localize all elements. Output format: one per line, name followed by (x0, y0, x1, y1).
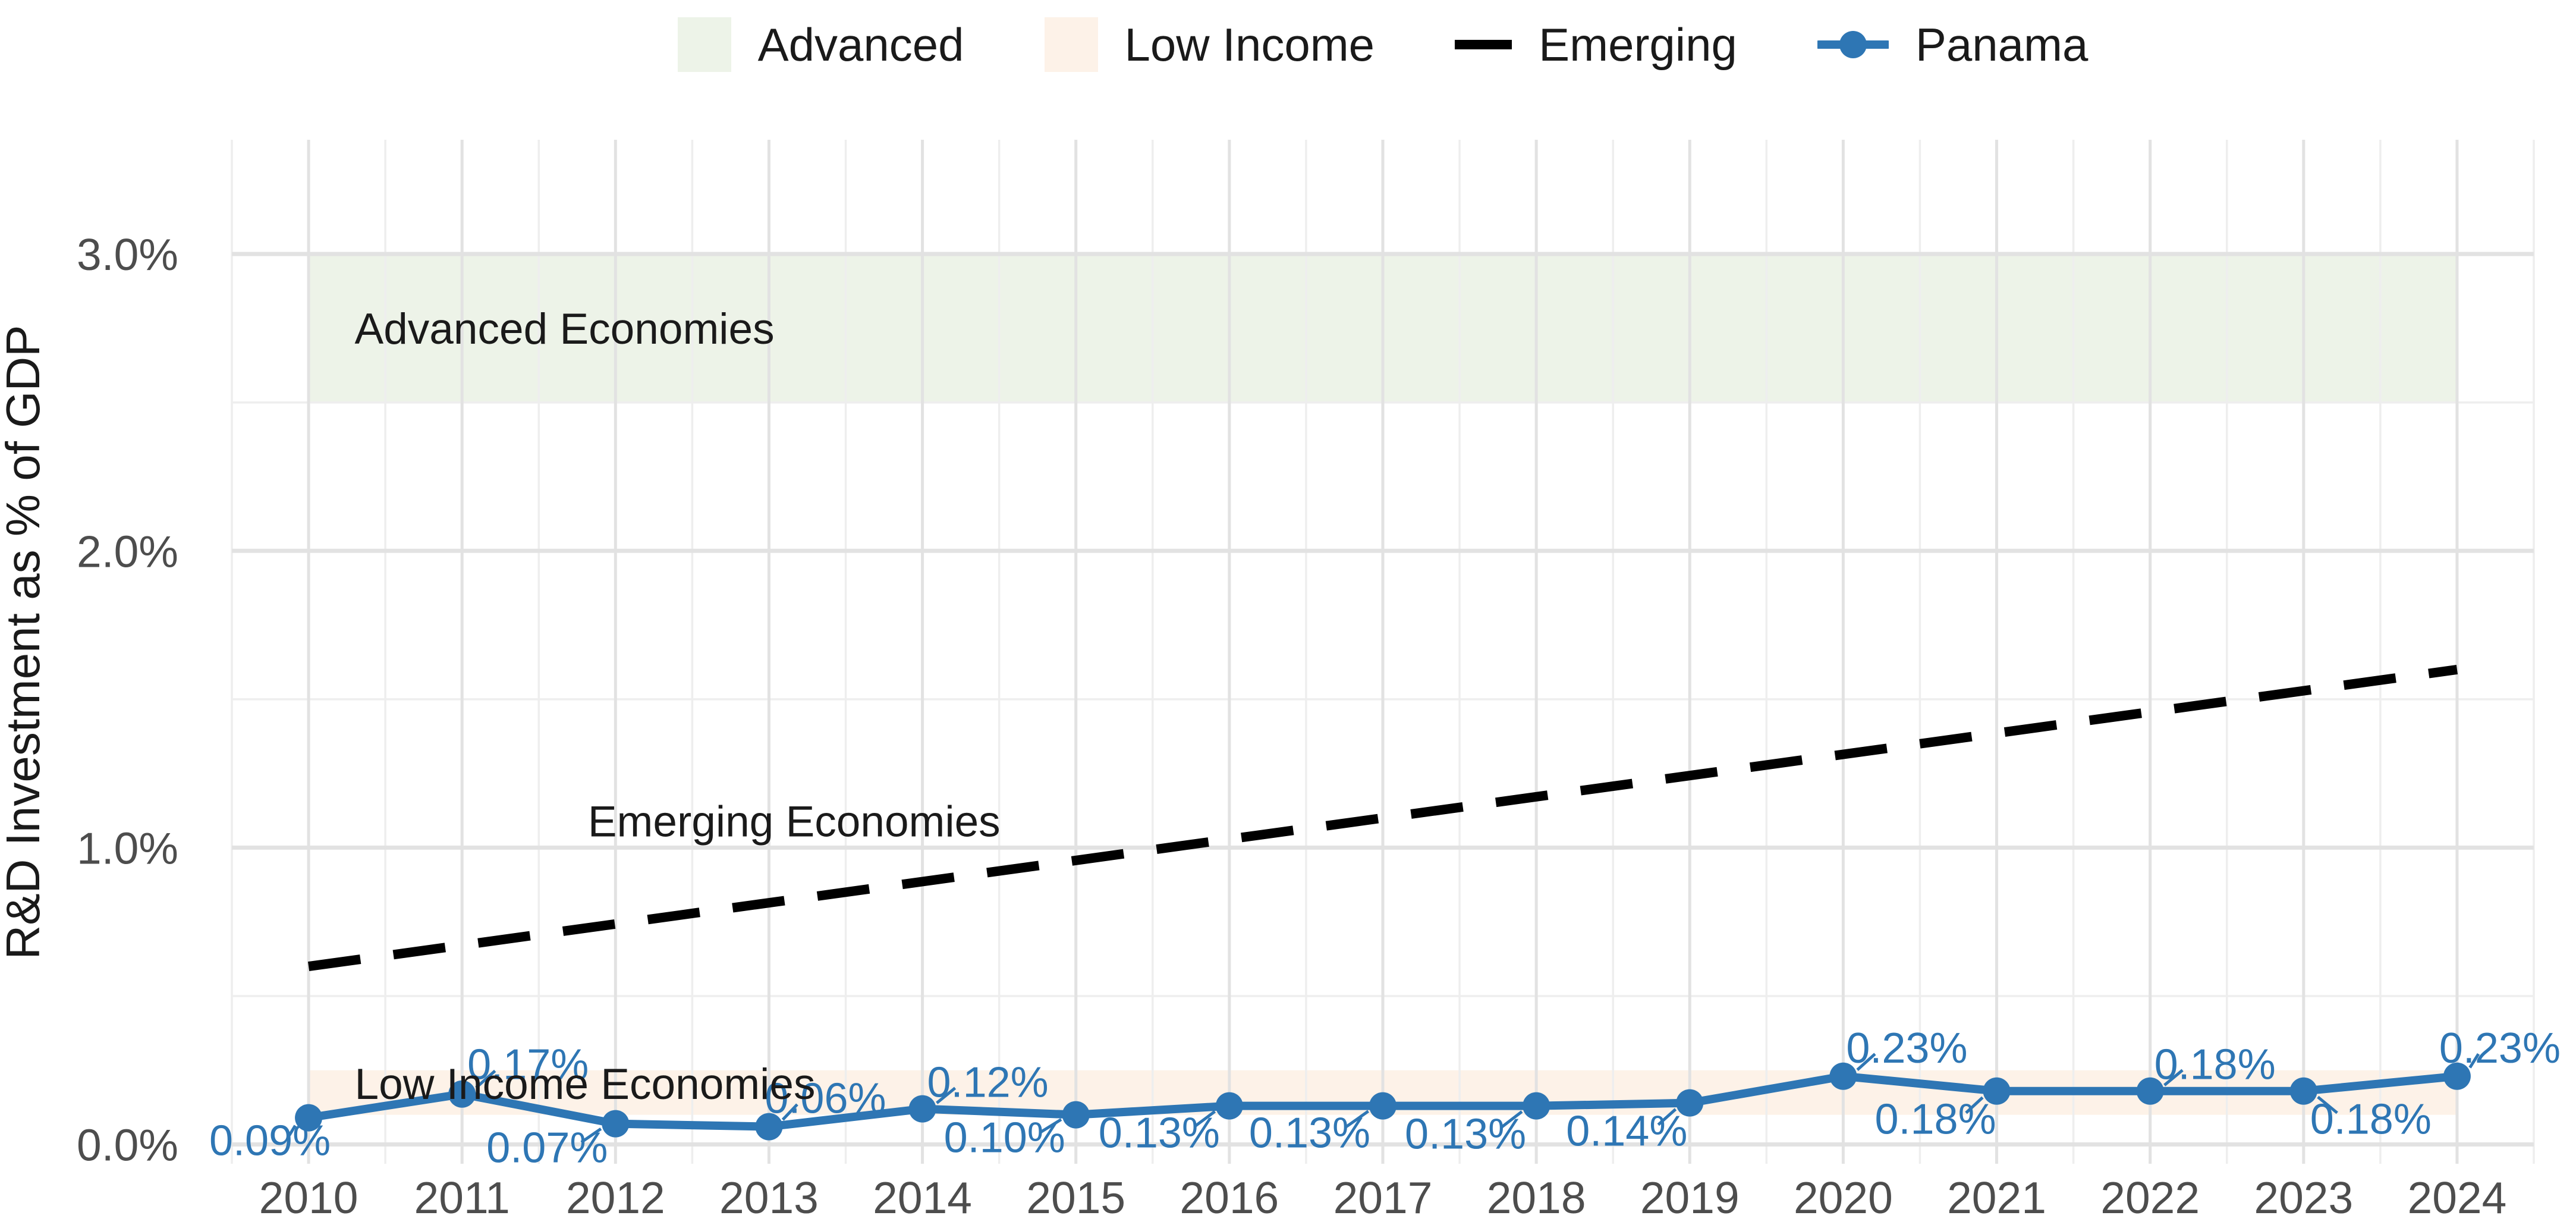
panama-point-label: 0.10% (944, 1114, 1065, 1162)
annotation-emerging-economies: Emerging Economies (588, 798, 1001, 846)
panama-point-label: 0.23% (2439, 1025, 2561, 1072)
panama-point (1676, 1089, 1704, 1117)
panama-label-leader (1856, 1053, 1876, 1071)
panama-point-label: 0.09% (209, 1117, 331, 1165)
panama-point-label: 0.06% (765, 1075, 886, 1123)
panama-label-leader (475, 1069, 496, 1089)
panama-point (1983, 1077, 2011, 1105)
annotation-advanced-economies: Advanced Economies (355, 305, 775, 353)
legend-item-emerging: Emerging (1455, 21, 1737, 68)
panama-point-label: 0.18% (2154, 1041, 2276, 1089)
advanced-band-swatch (677, 17, 731, 72)
panama-point (908, 1095, 936, 1123)
panama-point (448, 1080, 476, 1108)
panama-label-leader (288, 1125, 297, 1136)
panama-label-leader (2317, 1095, 2338, 1114)
emerging-dash-key (1455, 40, 1512, 49)
panama-point (755, 1113, 783, 1141)
panama-label-leader (2163, 1069, 2184, 1086)
panama-label-leader (580, 1128, 602, 1144)
x-tick-label: 2016 (1180, 1173, 1279, 1223)
panama-point (1829, 1062, 1857, 1090)
x-tick-label: 2015 (1026, 1173, 1125, 1223)
y-tick-label: 3.0% (77, 230, 178, 279)
x-tick-label: 2010 (259, 1173, 358, 1223)
panama-key-point (1839, 31, 1867, 58)
panama-label-leader (1965, 1096, 1984, 1114)
panama-point-label: 0.12% (927, 1059, 1049, 1107)
panama-point (2443, 1062, 2471, 1090)
x-tick-label: 2013 (719, 1173, 819, 1223)
panama-point-label: 0.13% (1249, 1110, 1370, 1157)
y-tick-label: 0.0% (77, 1120, 178, 1170)
legend-label-low-income: Low Income (1124, 18, 1375, 71)
x-tick-label: 2012 (566, 1173, 665, 1223)
axes-layer: 0.0% 1.0% 2.0% 3.0% 2010 2011 2012 2013 2014 2015… (77, 230, 2506, 1223)
panama-label-leader (1039, 1118, 1062, 1134)
panama-point-label: 0.14% (1566, 1108, 1687, 1155)
y-tick-label: 2.0% (77, 526, 178, 576)
panama-label-leader (2468, 1053, 2480, 1069)
x-tick-label: 2021 (1947, 1173, 2046, 1223)
legend-item-advanced: Advanced (677, 17, 964, 72)
panama-label-leader (1500, 1110, 1523, 1129)
panama-label-leader (936, 1086, 957, 1104)
low-income-band-swatch (1044, 17, 1098, 72)
panama-line-point-key (1817, 31, 1889, 58)
panama-point-label: 0.13% (1405, 1111, 1526, 1158)
x-tick-label: 2011 (414, 1173, 510, 1223)
emerging-dashed-line (307, 665, 2458, 972)
x-tick-label: 2018 (1487, 1173, 1586, 1223)
x-tick-label: 2020 (1794, 1173, 1893, 1223)
annotations-layer: Emerging Economies Advanced Economies Low … (355, 305, 1001, 1108)
x-tick-label: 2022 (2100, 1173, 2200, 1223)
panama-label-leader (1193, 1110, 1216, 1128)
panama-label-leader (1345, 1110, 1370, 1128)
x-tick-label: 2017 (1333, 1173, 1433, 1223)
panama-point (1523, 1092, 1550, 1120)
legend-item-low-income: Low Income (1044, 17, 1375, 72)
legend-item-panama: Panama (1817, 18, 2089, 71)
series-layer: 0.09% 0.17% 0.07% 0.06% 0.12% 0.10% 0.13% 0.13%… (209, 665, 2561, 1172)
panama-point-label: 0.18% (1874, 1096, 1996, 1144)
x-tick-label: 2019 (1640, 1173, 1740, 1223)
y-tick-label: 1.0% (77, 823, 178, 873)
y-axis-title: R&D Investment as % of GDP (0, 325, 49, 959)
panama-point (1369, 1092, 1396, 1120)
panama-point-label: 0.17% (467, 1041, 589, 1089)
panama-point (295, 1104, 323, 1132)
panama-point (1062, 1101, 1090, 1129)
legend-label-panama: Panama (1915, 18, 2089, 71)
panama-point (1215, 1092, 1243, 1120)
panama-point-label: 0.23% (1846, 1025, 1967, 1072)
panama-point-label: 0.18% (2310, 1096, 2432, 1144)
panama-point-label: 0.07% (486, 1125, 608, 1172)
panama-point (2136, 1077, 2164, 1105)
legend-label-advanced: Advanced (757, 18, 964, 71)
panama-point (602, 1110, 630, 1138)
grid-layer (231, 140, 2535, 1164)
panama-label-leader (781, 1103, 798, 1121)
panama-point-label: 0.13% (1099, 1110, 1220, 1157)
x-tick-label: 2024 (2408, 1173, 2507, 1223)
x-tick-label: 2014 (873, 1173, 972, 1223)
panama-label-leader (1657, 1108, 1677, 1126)
panama-point (2289, 1077, 2317, 1105)
legend: Advanced Low Income Emerging Panama (232, 0, 2534, 89)
annotation-low-income-economies: Low Income Economies (355, 1060, 816, 1108)
x-tick-label: 2023 (2254, 1173, 2353, 1223)
legend-label-emerging: Emerging (1539, 18, 1737, 71)
